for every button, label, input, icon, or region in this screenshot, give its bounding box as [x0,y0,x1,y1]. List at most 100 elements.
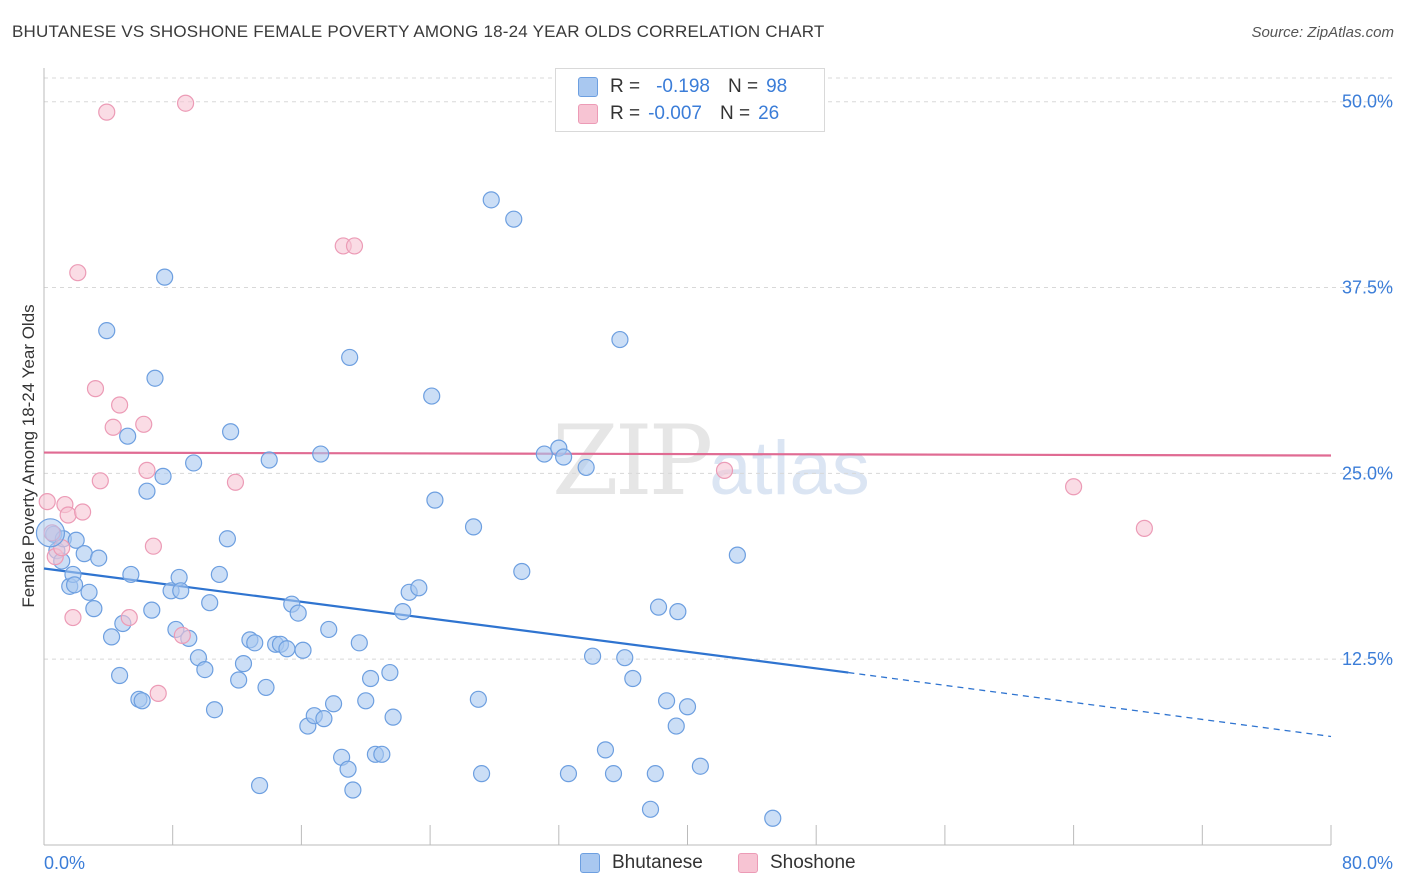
shoshone-swatch [738,853,758,873]
shoshone-point [144,537,162,555]
legend-label-shoshone: Shoshone [770,852,856,873]
bhutanese-point [611,330,629,349]
bhutanese-point [35,518,66,548]
bhutanese-point [624,669,642,688]
y-tick-label: 25.0% [1342,463,1393,483]
gridlines [44,77,1392,660]
bhutanese-point [230,671,248,689]
bhutanese-point [80,583,98,601]
axes [43,68,1332,846]
watermark-atlas: atlas [709,426,870,511]
bhutanese-point [667,717,685,735]
shoshone-point [111,396,129,414]
bhutanese-point [604,765,623,783]
bhutanese-point [535,445,553,463]
bhutanese-point [384,708,402,726]
x-tick-label: 80.0% [1342,853,1393,873]
shoshone-swatch [578,104,598,124]
bhutanese-point [505,210,523,228]
bhutanese-trend-line [43,567,849,674]
bhutanese-point [344,781,362,799]
bhutanese-trend-extrapolation [848,671,1332,738]
bhutanese-point [98,322,116,340]
legend-n-label: N = [719,103,751,124]
bhutanese-point [90,549,108,567]
bhutanese-point [156,268,174,286]
bhutanese-point [577,458,595,477]
bhutanese-point [260,451,278,469]
bhutanese-point [426,491,444,509]
shoshone-point [69,264,87,282]
legend-n-value: 26 [758,103,780,124]
legend-item-shoshone[interactable]: Shoshone [738,852,856,874]
series-legend: Bhutanese Shoshone [0,852,1406,876]
legend-r-label: R = [610,103,641,124]
legend-r-value: -0.007 [648,103,702,124]
shoshone-point [98,103,116,121]
shoshone-point [59,506,77,524]
bhutanese-point [143,601,161,619]
shoshone-point [138,461,156,479]
shoshone-point [345,237,364,255]
shoshone-point [104,418,122,436]
bhutanese-point [75,545,93,563]
shoshone-point [86,380,105,398]
bhutanese-point [146,369,164,387]
bhutanese-point [289,604,307,622]
bhutanese-point [678,698,697,716]
bhutanese-point [122,565,140,584]
bhutanese-point [596,741,615,759]
bhutanese-point [185,454,203,472]
legend-r-value: -0.198 [656,76,710,97]
bhutanese-point [218,530,236,548]
watermark: ZIPatlas [552,405,870,517]
bhutanese-point [472,765,491,783]
bhutanese-point [657,692,676,710]
y-tick-label: 50.0% [1342,92,1393,112]
bhutanese-point [616,649,634,667]
legend-item-bhutanese[interactable]: Bhutanese [580,852,703,874]
bhutanese-point [649,598,668,616]
shoshone-point [176,94,195,112]
shoshone-point [1064,478,1083,496]
bhutanese-point [320,620,338,639]
correlation-legend: R = -0.198 N = 98 R = -0.007 N = 26 [555,68,825,132]
bhutanese-point [559,765,578,783]
bhutanese-point [278,640,296,658]
shoshone-point [120,608,138,627]
bhutanese-point [341,348,359,367]
bhutanese-point [222,423,240,441]
data-points [35,94,1153,827]
bhutanese-point [469,690,487,708]
shoshone-point [135,415,153,433]
bhutanese-point [201,594,219,612]
shoshone-point [226,473,245,491]
bhutanese-point [669,603,687,621]
legend-n-value: 98 [766,76,788,97]
bhutanese-point [394,603,412,621]
shoshone-point [715,461,734,479]
shoshone-point [74,503,92,521]
bhutanese-point [410,579,428,597]
bhutanese-swatch [580,853,600,873]
bhutanese-swatch [578,77,598,97]
bhutanese-point [641,800,660,818]
legend-r-label: R = [610,76,641,97]
bhutanese-point [294,641,312,659]
shoshone-trend-line [43,451,1332,457]
bhutanese-point [246,634,264,652]
shoshone-point [1135,519,1153,537]
bhutanese-point [85,600,103,618]
legend-row-shoshone: R = -0.007 N = 26 [578,102,779,126]
bhutanese-point [381,663,399,682]
bhutanese-point [339,760,357,778]
shoshone-point [173,626,191,644]
axis-labels: 12.5% 25.0% 37.5% 50.0% 0.0% 80.0% Female Pove… [19,92,1393,873]
shoshone-point [149,684,167,702]
bhutanese-point [361,669,380,688]
bhutanese-point [133,692,151,710]
bhutanese-point [482,191,500,209]
bhutanese-point [172,582,190,600]
watermark-zip: ZIP [552,405,713,517]
